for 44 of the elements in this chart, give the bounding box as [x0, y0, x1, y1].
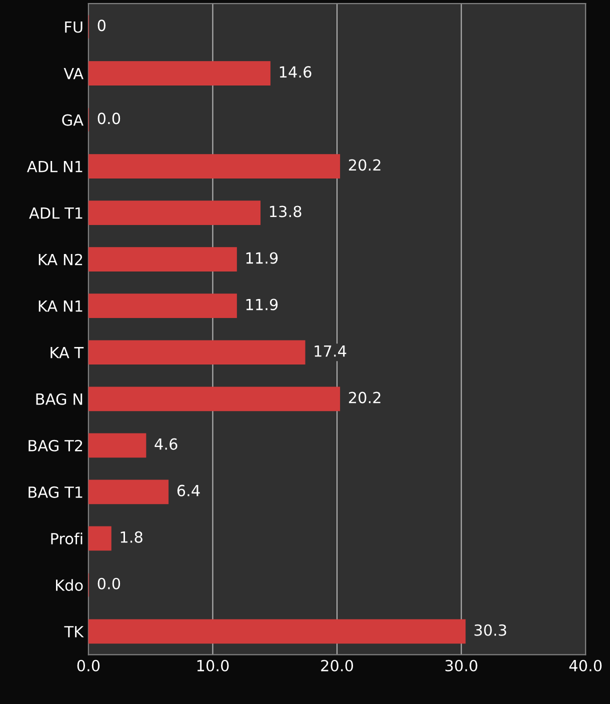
y-tick-label: FU [65, 21, 82, 33]
y-tick-label: GA [62, 114, 84, 126]
bar [88, 619, 466, 644]
bar [88, 433, 146, 458]
y-tick-label: BAG T1 [28, 486, 82, 498]
data-label: 20.2 [348, 392, 380, 404]
y-tick-label: ADL N1 [26, 160, 82, 172]
bar [88, 526, 112, 551]
x-tick-label: 10.0 [197, 660, 229, 672]
y-tick-label: VA [64, 68, 84, 80]
x-tick-label: 30.0 [445, 660, 478, 672]
data-label: 17.4 [314, 345, 346, 357]
data-label: 0.0 [98, 578, 120, 590]
y-tick-label: KA N1 [38, 300, 82, 312]
data-label: 6.4 [177, 484, 200, 496]
x-tick-label: 20.0 [321, 660, 354, 672]
y-tick-label: BAG T2 [28, 440, 82, 452]
bar [88, 386, 340, 412]
bar [88, 340, 306, 365]
data-label: 0.0 [98, 112, 120, 124]
data-label: 0 [98, 20, 106, 32]
bar [88, 247, 237, 272]
bar [88, 61, 270, 86]
data-label: 14.6 [280, 66, 312, 78]
data-label: 13.8 [270, 206, 302, 218]
data-label: 11.9 [246, 252, 278, 264]
y-tick-label: TK [64, 626, 84, 638]
y-tick-label: Profi [51, 532, 82, 544]
y-tick-label: BAG N [36, 393, 82, 405]
y-tick-label: KA T [50, 347, 84, 358]
bar [88, 480, 169, 504]
bar [88, 294, 237, 318]
y-tick-label: Kdo [56, 579, 83, 591]
bar [88, 154, 340, 179]
x-tick-label: 40.0 [569, 660, 602, 672]
data-label: 30.3 [474, 624, 506, 636]
data-label: 11.9 [246, 298, 278, 310]
bar [88, 200, 261, 226]
y-tick-label: ADL T1 [29, 208, 82, 219]
data-label: 20.2 [348, 159, 380, 171]
data-label: 1.8 [120, 531, 142, 543]
y-tick-label: KA N2 [38, 254, 82, 266]
x-tick-label: 0.0 [77, 660, 100, 672]
data-label: 4.6 [154, 438, 178, 450]
